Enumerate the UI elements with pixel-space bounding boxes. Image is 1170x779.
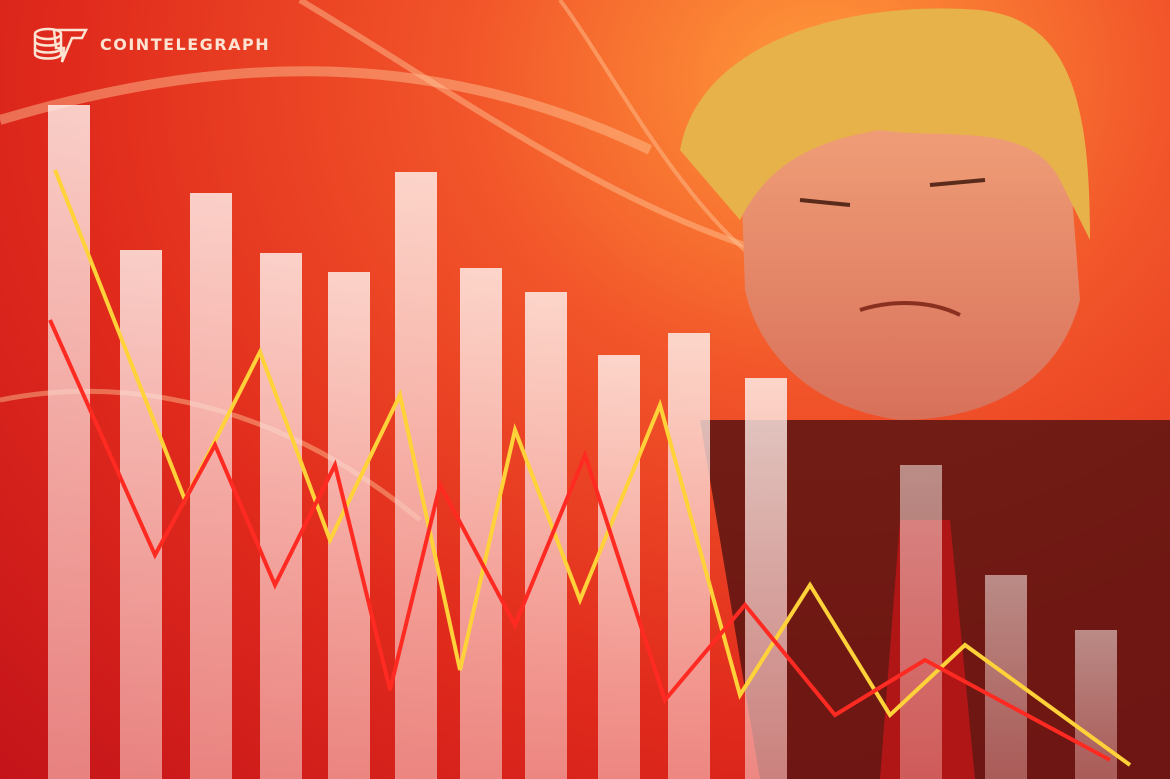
bar [48,105,90,779]
red-line [48,319,1111,762]
bar [190,193,232,779]
bar [525,292,567,779]
yellow-line [53,169,1132,767]
bar [598,355,640,779]
bar-chart-graphic [48,105,1117,779]
face [740,98,1080,421]
bar [745,378,787,779]
bar [460,268,502,779]
bar [900,465,942,779]
bar [120,250,162,779]
bar [1075,630,1117,779]
hair [680,8,1090,240]
brand-name: COINTELEGRAPH [100,34,271,54]
bar [260,253,302,779]
line-graphic [48,169,1132,767]
brand-logo: COINTELEGRAPH [32,24,270,64]
cointelegraph-logo-icon [33,27,89,63]
